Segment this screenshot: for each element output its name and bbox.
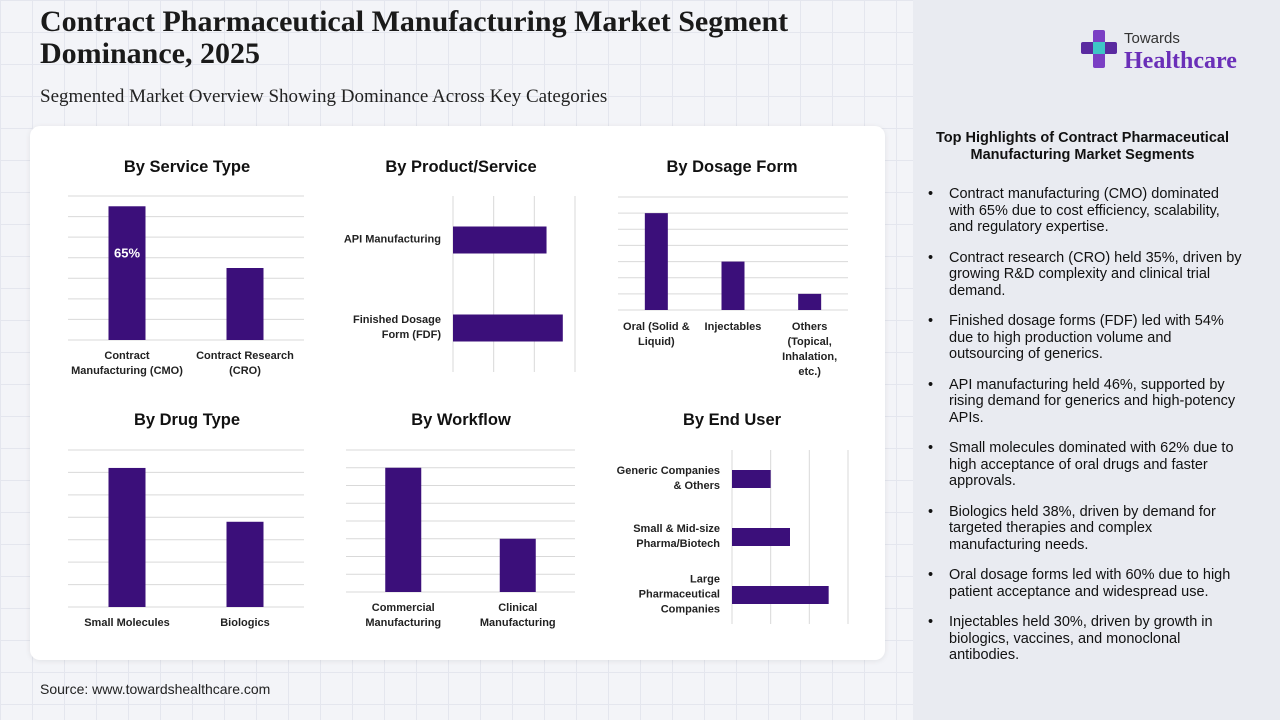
bar [732, 528, 790, 546]
bar [108, 206, 146, 340]
highlight-item: Injectables held 30%, driven by growth i… [928, 614, 1246, 664]
chart-card [30, 126, 885, 660]
page-subtitle: Segmented Market Overview Showing Domina… [40, 86, 608, 107]
bar [226, 268, 264, 340]
highlights-list: Contract manufacturing (CMO) dominated w… [928, 186, 1246, 678]
highlight-item: Contract manufacturing (CMO) dominated w… [928, 186, 1246, 236]
bar [644, 213, 668, 310]
highlight-item: Biologics held 38%, driven by demand for… [928, 504, 1246, 554]
category-label: Clinical Manufacturing [479, 602, 556, 629]
category-label: Biologics [220, 617, 270, 629]
bar [385, 467, 422, 592]
bar [108, 467, 146, 607]
bar [732, 470, 771, 488]
highlight-item: Contract research (CRO) held 35%, driven… [928, 250, 1246, 300]
category-label: Others (Topical, Inhalation, etc.) [782, 321, 838, 378]
bar [453, 314, 563, 342]
logo-bottom: Healthcare [1124, 48, 1237, 74]
highlight-item: Oral dosage forms led with 60% due to hi… [928, 567, 1246, 600]
bar [499, 538, 536, 592]
category-label: API Manufacturing [343, 233, 441, 246]
category-label: Generic Companies & Others [616, 465, 720, 492]
logo-icon [1081, 30, 1117, 68]
bar [798, 293, 822, 310]
category-label: Finished Dosage Form (FDF) [352, 314, 441, 341]
category-label: Contract Research (CRO) [196, 350, 294, 377]
bar [732, 586, 829, 604]
logo-top: Towards [1124, 30, 1180, 47]
chart-title: By Drug Type [133, 411, 241, 429]
page-title: Contract Pharmaceutical Manufacturing Ma… [40, 5, 789, 70]
chart-title: By End User [682, 411, 782, 429]
bar [453, 226, 547, 254]
highlight-item: Small molecules dominated with 62% due t… [928, 440, 1246, 490]
category-label: Commercial Manufacturing [365, 602, 442, 629]
value-label: 65% [114, 246, 140, 261]
charts: 65% [68, 195, 849, 624]
chart-title: By Product/Service [385, 158, 537, 176]
source: Source: www.towardshealthcare.com [40, 681, 271, 697]
bar [226, 521, 264, 607]
highlight-item: Finished dosage forms (FDF) led with 54%… [928, 313, 1246, 363]
category-label: Injectables [704, 321, 762, 333]
category-label: Small Molecules [84, 617, 170, 629]
chart-title: By Workflow [411, 411, 511, 429]
chart-title: By Dosage Form [666, 158, 798, 176]
category-label: Oral (Solid & Liquid) [623, 321, 690, 348]
highlight-item: API manufacturing held 46%, supported by… [928, 377, 1246, 427]
category-label: Small & Mid-size Pharma/Biotech [633, 523, 720, 550]
bar [721, 261, 745, 310]
category-label: Large Pharmaceutical Companies [638, 573, 720, 616]
highlights-title: Top Highlights of Contract Pharmaceutica… [936, 130, 1229, 163]
category-label: Contract Manufacturing (CMO) [71, 350, 183, 377]
chart-title: By Service Type [123, 158, 251, 176]
